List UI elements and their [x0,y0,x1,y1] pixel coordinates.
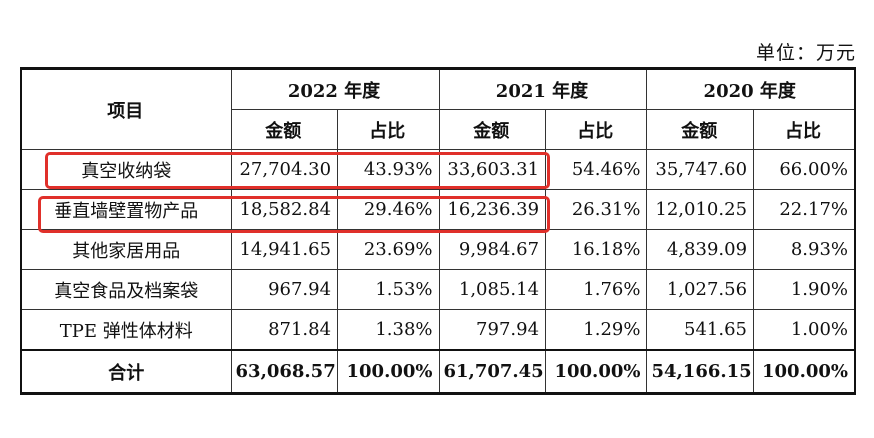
total-amount-2020: 54,166.15 [646,349,755,394]
cell-ratio-2020: 1.90% [753,269,856,310]
header-row-sub: 金额 占比 金额 占比 金额 占比 [21,109,856,150]
cell-amount-2021: 9,984.67 [438,229,547,270]
table-row: 真空食品及档案袋 967.94 1.53% 1,085.14 1.76% 1,0… [20,269,856,310]
cell-amount-2021: 1,085.14 [438,269,547,310]
row-item-label: 其他家居用品 [20,229,232,270]
cell-amount-2020: 1,027.56 [646,269,755,310]
table-row: 垂直墙壁置物产品 18,582.84 29.46% 16,236.39 26.3… [20,189,856,230]
row-item-label: 垂直墙壁置物产品 [20,189,232,230]
revenue-table: 项目 2022 年度 2021 年度 2020 年度 金额 占比 金额 占比 金… [20,67,856,395]
year-header-2022: 2022 年度 [230,68,440,110]
ratio-header: 占比 [545,109,648,150]
total-row: 合计 63,068.57 100.00% 61,707.45 100.00% 5… [20,349,856,394]
total-label: 合计 [20,349,232,394]
amount-header: 金额 [646,109,755,150]
cell-ratio-2020: 1.00% [753,309,856,351]
total-amount-2022: 63,068.57 [230,349,339,394]
cell-ratio-2021: 1.29% [545,309,648,351]
cell-amount-2021: 16,236.39 [438,189,547,230]
total-ratio-2021: 100.00% [545,349,648,394]
year-header-2020: 2020 年度 [646,68,856,110]
amount-header: 金额 [230,109,339,150]
cell-amount-2022: 14,941.65 [230,229,339,270]
cell-ratio-2022: 1.38% [337,309,440,351]
ratio-header: 占比 [753,109,856,150]
cell-ratio-2021: 54.46% [545,149,648,190]
cell-amount-2022: 18,582.84 [230,189,339,230]
cell-amount-2020: 35,747.60 [646,149,755,190]
total-ratio-2020: 100.00% [753,349,856,394]
cell-ratio-2020: 8.93% [753,229,856,270]
cell-amount-2020: 4,839.09 [646,229,755,270]
cell-amount-2020: 12,010.25 [646,189,755,230]
total-amount-2021: 61,707.45 [438,349,547,394]
cell-amount-2022: 967.94 [230,269,339,310]
cell-amount-2021: 797.94 [438,309,547,351]
cell-ratio-2022: 1.53% [337,269,440,310]
year-header-2021: 2021 年度 [438,68,648,110]
cell-ratio-2020: 66.00% [753,149,856,190]
cell-amount-2022: 27,704.30 [230,149,339,190]
cell-amount-2022: 871.84 [230,309,339,351]
cell-ratio-2020: 22.17% [753,189,856,230]
row-item-label: 真空食品及档案袋 [20,269,232,310]
amount-header: 金额 [438,109,547,150]
table-row: TPE 弹性体材料 871.84 1.38% 797.94 1.29% 541.… [20,309,856,351]
cell-ratio-2021: 1.76% [545,269,648,310]
cell-amount-2020: 541.65 [646,309,755,351]
cell-ratio-2022: 29.46% [337,189,440,230]
row-item-label: TPE 弹性体材料 [20,309,232,351]
cell-ratio-2021: 26.31% [545,189,648,230]
table-row: 真空收纳袋 27,704.30 43.93% 33,603.31 54.46% … [20,149,856,190]
unit-label: 单位：万元 [755,42,856,64]
row-item-label: 真空收纳袋 [20,149,232,190]
cell-ratio-2021: 16.18% [545,229,648,270]
cell-amount-2021: 33,603.31 [438,149,547,190]
table-row: 其他家居用品 14,941.65 23.69% 9,984.67 16.18% … [20,229,856,270]
ratio-header: 占比 [337,109,440,150]
item-header: 项目 [20,68,232,150]
cell-ratio-2022: 43.93% [337,149,440,190]
total-ratio-2022: 100.00% [337,349,440,394]
cell-ratio-2022: 23.69% [337,229,440,270]
header-row-years: 项目 2022 年度 2021 年度 2020 年度 [20,68,856,150]
